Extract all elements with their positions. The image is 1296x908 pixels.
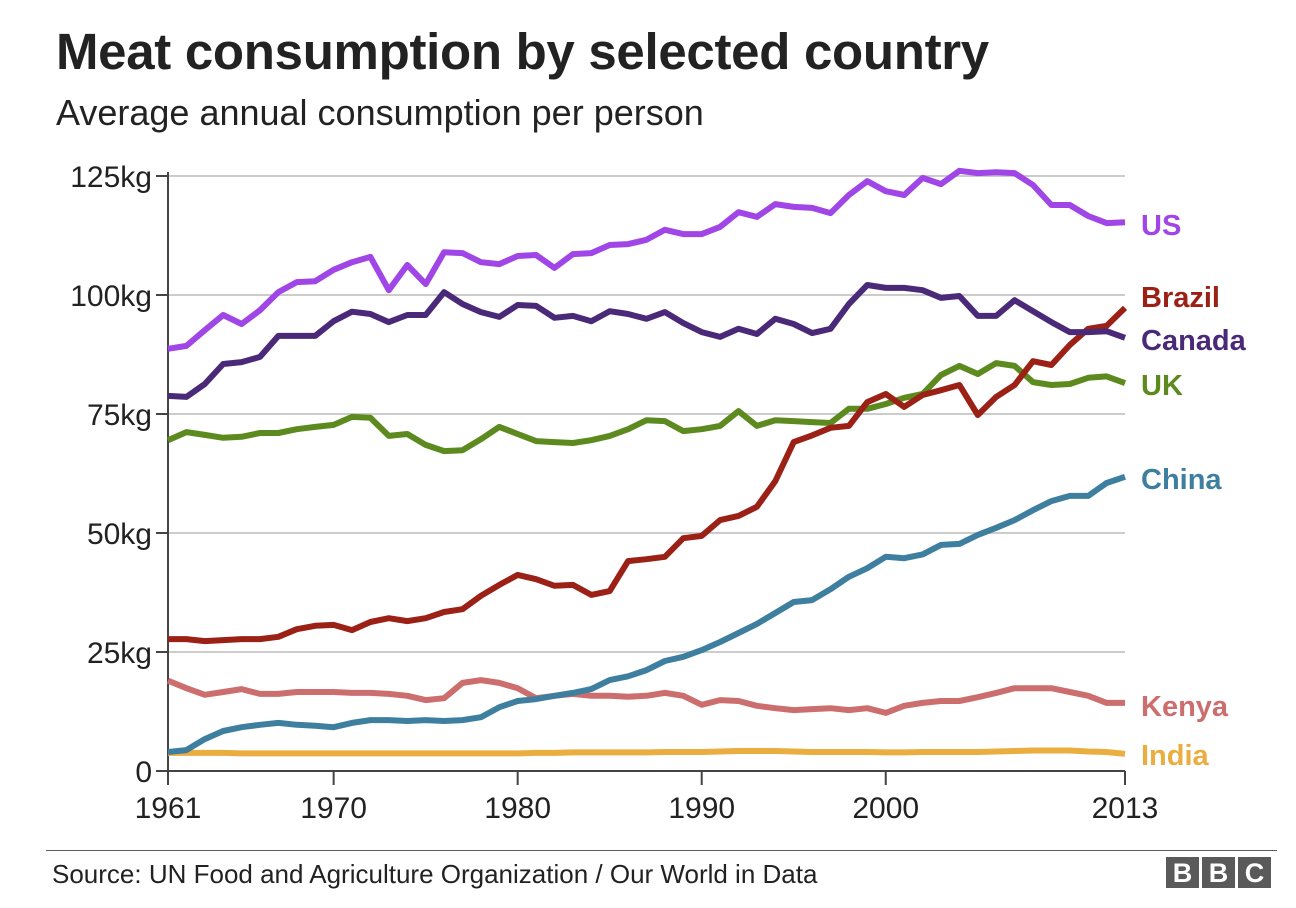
chart-subtitle: Average annual consumption per person: [56, 92, 704, 133]
y-tick-label: 0: [135, 756, 152, 789]
x-tick-label: 1980: [484, 792, 551, 825]
chart-title: Meat consumption by selected country: [56, 23, 989, 80]
y-tick-label: 75kg: [87, 399, 152, 432]
series-label-india: India: [1141, 740, 1210, 772]
series-labels: US Brazil Canada UK China Kenya India: [1141, 210, 1247, 772]
bbc-logo-letter: C: [1238, 857, 1271, 888]
bbc-logo-letter: B: [1166, 857, 1199, 888]
series-label-canada: Canada: [1141, 325, 1247, 357]
bbc-logo-letter: B: [1202, 857, 1235, 888]
y-tick-label: 125kg: [70, 161, 152, 194]
series-label-uk: UK: [1141, 370, 1183, 402]
x-axis: 1961 1970 1980 1990 2000 2013: [135, 770, 1159, 825]
series-label-kenya: Kenya: [1141, 691, 1229, 723]
y-tick-label: 50kg: [87, 518, 152, 551]
line-chart: 0 25kg 50kg 75kg 100kg 125kg 1961 1970 1980 1990…: [70, 161, 1247, 825]
bbc-logo: B B C: [1166, 857, 1271, 888]
y-tick-label: 25kg: [87, 637, 152, 670]
footer-divider: [46, 850, 1277, 851]
series-line-kenya: [166, 677, 1125, 716]
x-tick-label: 2000: [852, 792, 919, 825]
source-note: Source: UN Food and Agriculture Organiza…: [52, 859, 818, 889]
x-tick-label: 1970: [300, 792, 367, 825]
series-lines: [166, 167, 1128, 757]
x-tick-label: 1961: [135, 792, 202, 825]
series-line-canada: [167, 282, 1127, 400]
series-line-uk: [166, 360, 1127, 455]
y-axis: 0 25kg 50kg 75kg 100kg 125kg: [70, 161, 169, 789]
x-tick-label: 2013: [1092, 792, 1159, 825]
y-tick-label: 100kg: [70, 280, 152, 313]
series-line-brazil: [168, 305, 1128, 645]
series-label-brazil: Brazil: [1141, 282, 1220, 314]
gridlines: [168, 175, 1125, 653]
series-line-us: [167, 167, 1126, 352]
x-tick-label: 1990: [668, 792, 735, 825]
series-line-india: [168, 747, 1126, 757]
series-label-us: US: [1141, 210, 1181, 242]
series-label-china: China: [1141, 464, 1222, 496]
series-line-china: [167, 473, 1126, 755]
